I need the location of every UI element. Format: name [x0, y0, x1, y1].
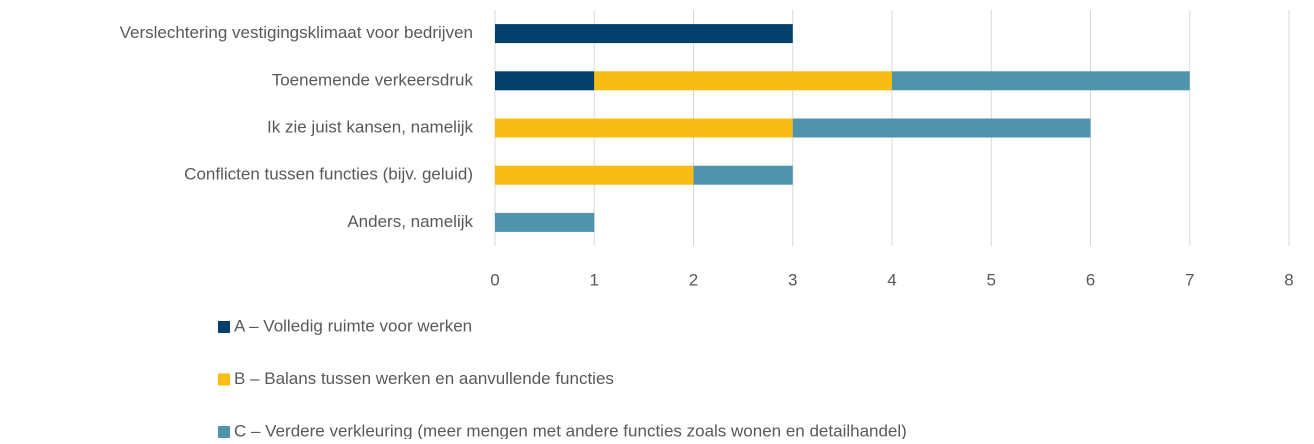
- y-tick-label: Conflicten tussen functies (bijv. geluid…: [184, 165, 473, 184]
- legend-swatch: [218, 373, 230, 386]
- y-tick-label: Anders, namelijk: [347, 212, 473, 231]
- x-tick-label: 5: [987, 270, 996, 289]
- bar-segment: [495, 71, 595, 91]
- x-tick-label: 0: [490, 270, 499, 289]
- legend-swatch: [218, 321, 230, 333]
- legend-label: B – Balans tussen werken en aanvullende …: [234, 369, 614, 388]
- bar-segment: [495, 212, 595, 232]
- y-tick-label: Toenemende verkeersdruk: [272, 70, 474, 89]
- legend-label: C – Verdere verkleuring (meer mengen met…: [234, 421, 907, 439]
- legend-label: A – Volledig ruimte voor werken: [234, 316, 472, 335]
- x-tick-label: 3: [788, 270, 797, 289]
- x-tick-label: 8: [1284, 270, 1293, 289]
- bar-segment: [495, 118, 793, 138]
- y-tick-label: Verslechtering vestigingsklimaat voor be…: [120, 23, 473, 42]
- bar-segment: [892, 71, 1190, 91]
- x-tick-label: 2: [689, 270, 698, 289]
- y-tick-label: Ik zie juist kansen, namelijk: [267, 117, 473, 136]
- bar-segment: [594, 71, 892, 91]
- x-tick-label: 6: [1086, 270, 1095, 289]
- x-tick-label: 4: [887, 270, 896, 289]
- legend-swatch: [218, 426, 230, 438]
- bar-segment: [495, 165, 694, 185]
- bar-segment: [792, 118, 1091, 138]
- bar-segment: [495, 24, 793, 44]
- bar-segment: [693, 165, 793, 185]
- x-tick-label: 1: [590, 270, 599, 289]
- x-tick-label: 7: [1185, 270, 1194, 289]
